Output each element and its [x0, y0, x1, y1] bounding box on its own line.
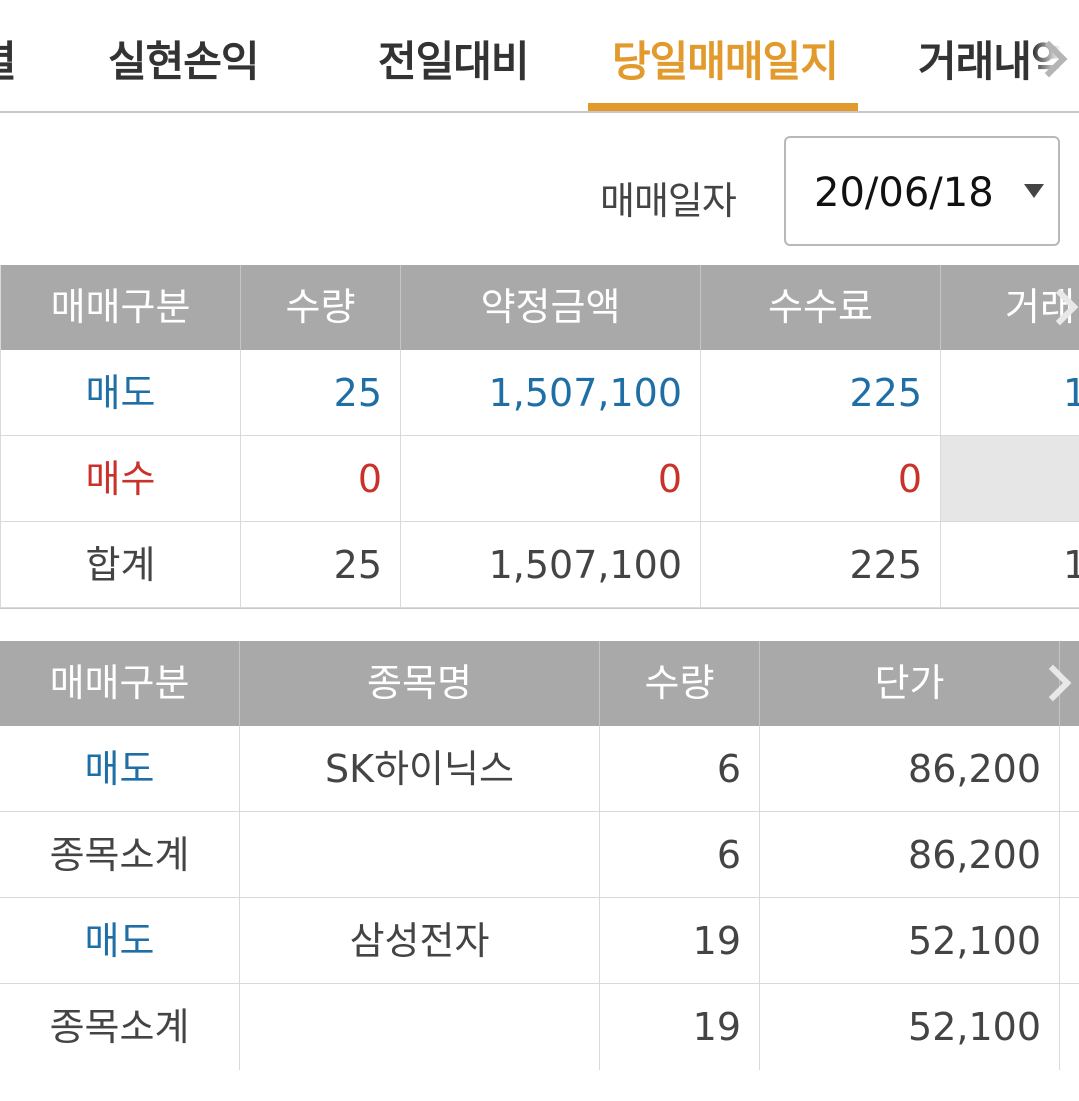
contract-amount: 0 — [401, 436, 701, 522]
trade-type: 매도 — [1, 350, 241, 436]
unit-price: 52,100 — [760, 898, 1060, 984]
detail-header-row: 매매구분 종목명 수량 단가 — [0, 641, 1079, 726]
quantity: 0 — [241, 436, 401, 522]
header-fee: 수수료 — [701, 265, 941, 350]
header-quantity: 수량 — [241, 265, 401, 350]
quantity: 6 — [600, 726, 760, 812]
tab-partial-left[interactable]: 별 — [0, 28, 17, 89]
tax — [941, 436, 1079, 522]
detail-table: 매매구분 종목명 수량 단가 매도 SK하이닉스 6 86,200 종목소계 6… — [0, 641, 1079, 1071]
overflow-cell — [1060, 898, 1079, 984]
quantity: 25 — [241, 522, 401, 608]
tab-realized-pnl[interactable]: 실현손익 — [108, 37, 260, 86]
table-row: 종목소계 6 86,200 — [0, 812, 1079, 898]
trade-date-select[interactable]: 20/06/18 — [784, 136, 1060, 246]
unit-price: 86,200 — [760, 726, 1060, 812]
header-quantity: 수량 — [600, 641, 760, 726]
quantity: 19 — [600, 898, 760, 984]
fee: 225 — [701, 522, 941, 608]
trade-type: 합계 — [1, 522, 241, 608]
tab-scroll-fade — [1033, 0, 1079, 111]
header-contract-amount: 약정금액 — [401, 265, 701, 350]
trade-type: 매수 — [1, 436, 241, 522]
quantity: 25 — [241, 350, 401, 436]
contract-amount: 1,507,100 — [401, 522, 701, 608]
header-more — [1060, 641, 1079, 726]
fee: 225 — [701, 350, 941, 436]
trade-type: 종목소계 — [0, 984, 240, 1070]
tax: 1 — [941, 350, 1079, 436]
unit-price: 86,200 — [760, 812, 1060, 898]
trade-type: 매도 — [0, 898, 240, 984]
unit-price: 52,100 — [760, 984, 1060, 1070]
contract-amount: 1,507,100 — [401, 350, 701, 436]
tab-daily-trade-journal[interactable]: 당일매매일지 — [612, 37, 839, 86]
trade-date-value: 20/06/18 — [814, 170, 994, 216]
dropdown-caret-icon — [1024, 184, 1044, 198]
overflow-cell — [1060, 984, 1079, 1070]
stock-name: 삼성전자 — [240, 898, 600, 984]
table-row: 매수 0 0 0 — [1, 436, 1079, 522]
stock-name — [240, 984, 600, 1070]
header-stock-name: 종목명 — [240, 641, 600, 726]
tab-vs-previous-day[interactable]: 전일대비 — [378, 37, 530, 86]
header-tax-partial: 거래 — [941, 265, 1079, 350]
active-tab-indicator — [588, 103, 858, 111]
trade-type: 종목소계 — [0, 812, 240, 898]
table-row: 매도 25 1,507,100 225 1 — [1, 350, 1079, 436]
header-unit-price: 단가 — [760, 641, 1060, 726]
header-trade-type: 매매구분 — [1, 265, 241, 350]
table-row: 합계 25 1,507,100 225 1 — [1, 522, 1079, 608]
table-row: 종목소계 19 52,100 — [0, 984, 1079, 1070]
overflow-cell — [1060, 726, 1079, 812]
quantity: 6 — [600, 812, 760, 898]
tab-bar: 별 실현손익 전일대비 당일매매일지 거래내역 — [0, 0, 1079, 113]
stock-name: SK하이닉스 — [240, 726, 600, 812]
quantity: 19 — [600, 984, 760, 1070]
overflow-cell — [1060, 812, 1079, 898]
fee: 0 — [701, 436, 941, 522]
trade-date-label: 매매일자 — [600, 179, 737, 223]
trade-type: 매도 — [0, 726, 240, 812]
summary-header-row: 매매구분 수량 약정금액 수수료 거래 — [1, 265, 1079, 350]
table-row[interactable]: 매도 삼성전자 19 52,100 — [0, 898, 1079, 984]
header-trade-type: 매매구분 — [0, 641, 240, 726]
table-row[interactable]: 매도 SK하이닉스 6 86,200 — [0, 726, 1079, 812]
tax: 1 — [941, 522, 1079, 608]
stock-name — [240, 812, 600, 898]
summary-table: 매매구분 수량 약정금액 수수료 거래 매도 25 1,507,100 225 … — [0, 265, 1079, 609]
